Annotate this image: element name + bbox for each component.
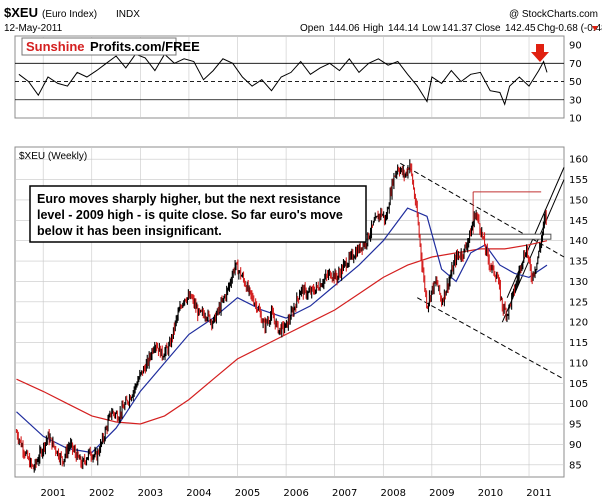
price-tick-label: 115 <box>569 338 588 349</box>
rsi-tick-label: 10 <box>569 114 582 125</box>
date: 12-May-2011 <box>4 23 63 34</box>
chg-value: -0.68 (-0.48%) <box>555 23 602 34</box>
low-value: 141.37 <box>442 23 473 34</box>
price-bars <box>15 159 547 473</box>
watermark: Sunshine Profits.com/FREE <box>21 37 200 56</box>
x-tick-label: 2002 <box>89 488 114 499</box>
x-tick-label: 2004 <box>186 488 211 499</box>
open-value: 144.06 <box>329 23 360 34</box>
price-tick-label: 100 <box>569 399 588 410</box>
high-label: High <box>363 23 384 34</box>
close-label: Close <box>475 23 501 34</box>
ohlc-readout: Open 144.06 High 144.14 Low 141.37 Close… <box>300 23 602 34</box>
channel-lower-line <box>417 297 565 380</box>
price-tick-label: 105 <box>569 379 588 390</box>
price-tick-label: 140 <box>569 236 588 247</box>
x-tick-label: 2011 <box>526 488 551 499</box>
copyright: @ StockCharts.com <box>509 9 598 20</box>
down-triangle-icon <box>592 26 598 31</box>
x-tick-label: 2001 <box>40 488 65 499</box>
price-tick-label: 125 <box>569 297 588 308</box>
price-tick-label: 120 <box>569 318 588 329</box>
x-tick-label: 2006 <box>283 488 308 499</box>
symbol: $XEU <box>4 5 38 20</box>
price-tick-label: 145 <box>569 216 588 227</box>
x-axis: 2001 2002 2003 2004 2005 2006 2007 2008 2009 2010… <box>40 488 551 499</box>
rsi-line <box>18 53 548 106</box>
price-tick-label: 95 <box>569 420 582 431</box>
x-tick-label: 2009 <box>429 488 454 499</box>
open-label: Open <box>300 23 324 34</box>
rsi-tick-label: 30 <box>569 95 582 106</box>
callout-line-3: below it has been insignificant. <box>37 224 222 238</box>
callout-line-2: level - 2009 high - is quite close. So f… <box>37 208 343 222</box>
high-value: 144.14 <box>388 23 419 34</box>
rsi-tick-label: 90 <box>569 41 582 52</box>
price-tick-label: 155 <box>569 175 588 186</box>
x-tick-label: 2010 <box>478 488 503 499</box>
close-value: 142.45 <box>505 23 536 34</box>
x-tick-label: 2003 <box>138 488 163 499</box>
down-arrow-icon <box>531 44 549 62</box>
callout: Euro moves sharply higher, but the next … <box>29 185 367 243</box>
price-tick-label: 110 <box>569 358 588 369</box>
price-tick-label: 85 <box>569 460 582 471</box>
support-band <box>341 233 552 240</box>
price-tick-label: 150 <box>569 195 588 206</box>
price-tick-label: 90 <box>569 440 582 451</box>
index-name: (Euro Index) <box>42 9 97 20</box>
watermark-part1: Sunshine <box>26 39 85 54</box>
rsi-ticks: 10 30 50 70 90 <box>569 41 582 125</box>
price-panel-label: $XEU (Weekly) <box>19 151 87 162</box>
price-tick-label: 160 <box>569 155 588 166</box>
price-tick-label: 130 <box>569 277 588 288</box>
x-tick-label: 2005 <box>235 488 260 499</box>
watermark-part2: Profits.com/FREE <box>90 39 200 54</box>
rsi-tick-label: 70 <box>569 59 582 70</box>
price-tick-label: 135 <box>569 257 588 268</box>
uptrend-upper-line <box>506 167 565 298</box>
chg-label: Chg <box>537 23 555 34</box>
rsi-tick-label: 50 <box>569 77 582 88</box>
watermark-box <box>21 37 177 56</box>
exchange: INDX <box>116 9 140 20</box>
callout-line-1: Euro moves sharply higher, but the next … <box>37 192 341 206</box>
x-tick-label: 2007 <box>332 488 357 499</box>
callout-box <box>29 185 367 243</box>
price-ticks: 85 90 95 100 105 110 115 120 125 130 135 140 145 150 1… <box>569 155 588 472</box>
low-label: Low <box>422 23 441 34</box>
x-tick-label: 2008 <box>381 488 406 499</box>
